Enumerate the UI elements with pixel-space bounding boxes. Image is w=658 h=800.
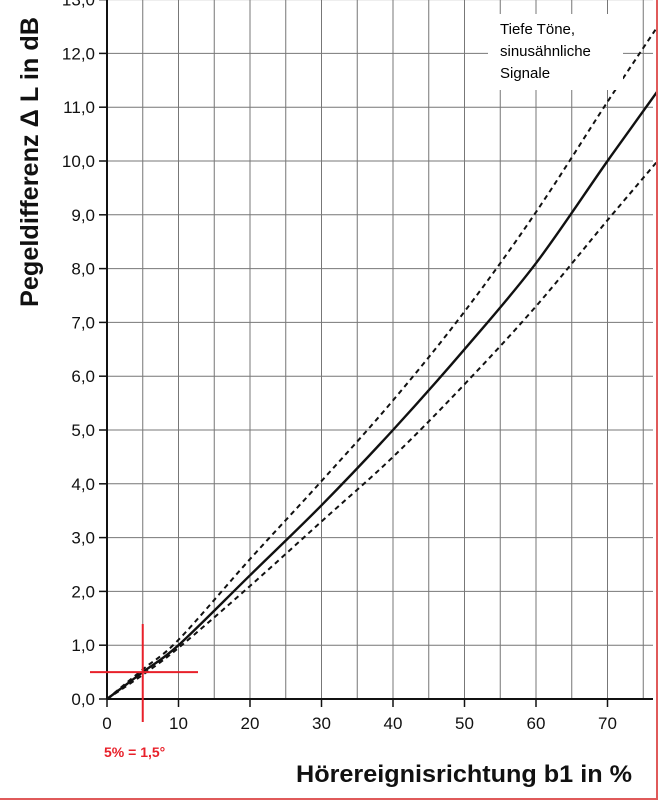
- y-tick-label: 10,0: [62, 152, 95, 171]
- y-tick-label: 8,0: [71, 260, 95, 279]
- series-line-dashed-1: [106, 25, 658, 700]
- x-tick-label: 40: [384, 714, 403, 733]
- red-marker: [90, 624, 198, 722]
- x-tick-label: 20: [241, 714, 260, 733]
- x-tick-label: 70: [598, 714, 617, 733]
- axes: [99, 0, 653, 707]
- annotation-line-3: Signale: [500, 65, 550, 82]
- y-tick-label: 1,0: [71, 636, 95, 655]
- y-tick-label: 3,0: [71, 529, 95, 548]
- y-tick-label: 2,0: [71, 582, 95, 601]
- x-tick-label: 60: [527, 714, 546, 733]
- y-axis-title: Pegeldifferenz Δ L in dB: [16, 17, 44, 307]
- annotation-line-2: sinusähnliche: [500, 43, 591, 60]
- page-border-bottom: [0, 798, 658, 800]
- x-tick-label: 50: [455, 714, 474, 733]
- grid: [107, 0, 653, 699]
- annotation-box: Tiefe Töne, sinusähnliche Signale: [488, 14, 623, 90]
- y-tick-label: 6,0: [71, 367, 95, 386]
- y-tick-label: 9,0: [71, 206, 95, 225]
- x-tick-label: 30: [312, 714, 331, 733]
- series-layer: [106, 25, 658, 700]
- y-tick-label: 0,0: [71, 690, 95, 709]
- series-line-solid: [106, 90, 658, 700]
- series-line-dashed-2: [106, 160, 658, 700]
- y-tick-label: 11,0: [63, 98, 95, 117]
- y-tick-label: 4,0: [71, 475, 95, 494]
- tick-labels: 0,0 1,0 2,0 3,0 4,0 5,0 6,0 7,0 8,0 9,0 10,0 11,0 12…: [62, 0, 617, 733]
- y-tick-label: 12,0: [62, 44, 95, 63]
- page-border-right: [656, 0, 658, 800]
- x-axis-title: Hörereignisrichtung b1 in %: [296, 761, 632, 788]
- y-tick-label: 7,0: [71, 313, 95, 332]
- y-tick-label: 13,0: [62, 0, 95, 10]
- y-tick-label: 5,0: [71, 421, 95, 440]
- x-tick-label: 10: [169, 714, 188, 733]
- x-tick-label: 0: [102, 714, 111, 733]
- marker-label: 5% = 1,5°: [104, 744, 165, 760]
- annotation-line-1: Tiefe Töne,: [500, 21, 575, 38]
